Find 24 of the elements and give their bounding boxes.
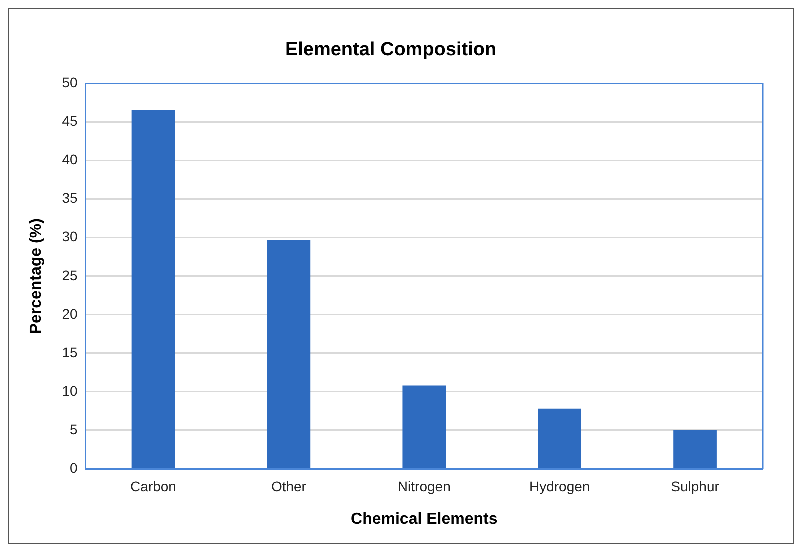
y-tick-label: 45 (62, 113, 78, 130)
y-tick-label: 35 (62, 190, 78, 206)
bar (267, 240, 311, 468)
y-axis-title: Percentage (%) (28, 218, 46, 334)
x-tick-label: Sulphur (671, 478, 720, 494)
x-tick-label: Other (271, 478, 307, 494)
y-tick-label: 15 (62, 344, 78, 360)
y-tick-label: 40 (62, 152, 78, 168)
y-tick-label: 20 (62, 306, 78, 322)
y-tick-label: 0 (70, 460, 78, 476)
y-tick-label: 10 (62, 382, 78, 399)
bar (538, 408, 582, 468)
x-tick-label: Hydrogen (529, 478, 590, 494)
y-tick-label: 25 (62, 267, 78, 284)
y-tick-label: 5 (70, 421, 78, 438)
y-tick-label: 30 (62, 228, 78, 245)
x-axis-title: Chemical Elements (351, 510, 498, 528)
x-tick-label: Nitrogen (398, 478, 451, 494)
y-tick-label: 50 (62, 74, 78, 91)
bar (132, 110, 176, 468)
chart-title: Elemental Composition (285, 40, 497, 61)
x-tick-label: Carbon (130, 478, 176, 494)
bar (402, 386, 446, 468)
bar (674, 430, 717, 468)
